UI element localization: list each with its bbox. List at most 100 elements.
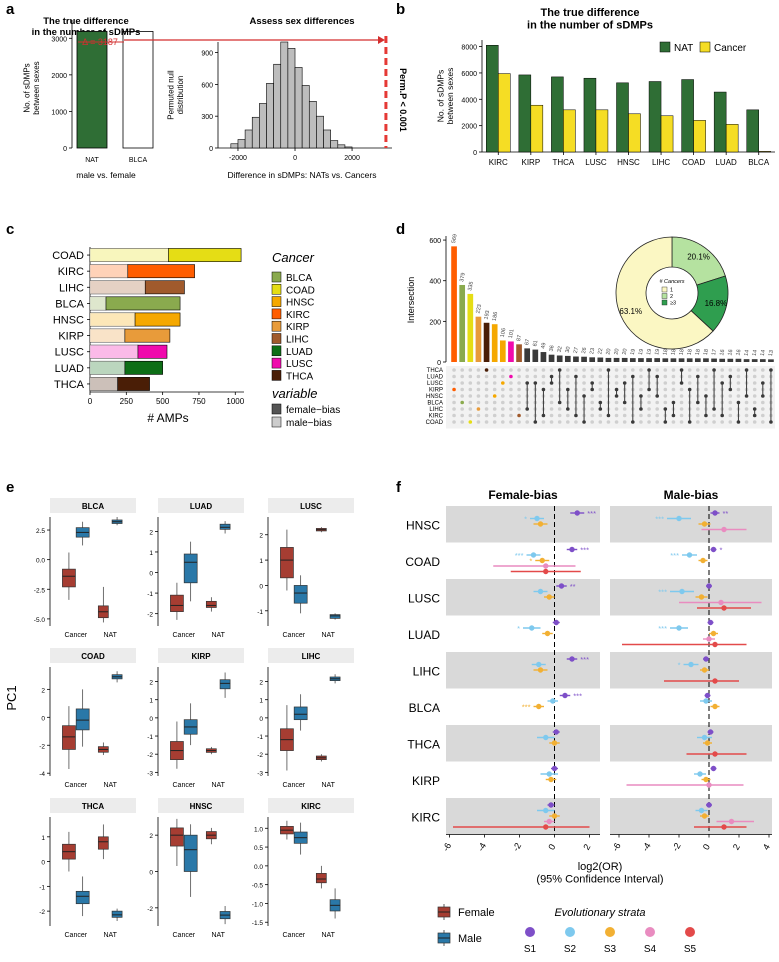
y-tick-label: -1: [147, 734, 153, 741]
matrix-dot: [549, 407, 554, 411]
panel-c-legend-title: Cancer: [272, 250, 315, 265]
matrix-dot: [549, 400, 554, 405]
matrix-dot: [752, 374, 757, 379]
pie-label: 16.8%: [705, 299, 728, 308]
pie-label: 63.1%: [619, 307, 642, 316]
significance-mark: ***: [658, 624, 667, 633]
bar-female-lihc: [144, 280, 185, 295]
matrix-dot: [476, 374, 481, 379]
intersection-bar: [589, 357, 596, 362]
matrix-dot: [509, 394, 513, 398]
hist-bin: [294, 67, 303, 149]
box: [219, 679, 231, 690]
y-tick-label: -2: [257, 752, 263, 759]
legend-swatch-kirp: [271, 320, 282, 332]
legend-male: Male: [458, 933, 482, 945]
bar-cancer-kirp: [530, 104, 544, 153]
facet-title: LUSC: [300, 502, 322, 511]
facet-title: HNSC: [190, 802, 213, 811]
y-tick-label: 2: [259, 533, 263, 540]
intersection-value: 67: [524, 339, 531, 346]
matrix-dot: [622, 368, 627, 372]
matrix-dot: [509, 368, 513, 372]
ci-point: [703, 656, 709, 662]
significance-mark: **: [570, 582, 576, 591]
matrix-dot: [460, 400, 464, 405]
x-tick-label: BLCA: [748, 158, 770, 167]
matrix-dot: [484, 413, 489, 418]
x-tick-label: NAT: [321, 782, 335, 789]
ci-point: [553, 619, 559, 626]
y-tick-label: 2: [41, 687, 45, 694]
facet-strip: [50, 798, 136, 813]
significance-mark: ***: [670, 551, 679, 560]
hist-bin: [308, 101, 317, 149]
x-tick-label: NAT: [103, 782, 117, 789]
matrix-dot: [557, 407, 562, 411]
strata-legend-title: Evolutionary strata: [554, 907, 645, 919]
matrix-dot: [549, 413, 554, 418]
box: [111, 910, 123, 918]
matrix-dot: [517, 387, 521, 392]
intersection-bar: [768, 359, 774, 362]
facet-strip: [268, 798, 354, 813]
facet-title: BLCA: [82, 502, 104, 511]
text-line: The true difference: [43, 16, 129, 27]
matrix-dot: [492, 407, 497, 411]
x-tick-label: NAT: [211, 782, 225, 789]
matrix-dot: [590, 420, 594, 424]
matrix-dot: [622, 420, 627, 424]
ci-point: [562, 692, 568, 699]
box: [170, 827, 184, 847]
matrix-dot: [533, 374, 538, 379]
set-label-kirp: KIRP: [429, 388, 443, 394]
set-label-blca: BLCA: [427, 401, 443, 407]
boxplot-thca: THCA 1 0 -1 -2 Cancer NAT: [39, 798, 136, 939]
y-tick-label: -2: [147, 906, 153, 913]
matrix-dot: [728, 394, 733, 398]
intersection-bar: [483, 322, 490, 362]
row-band: [610, 579, 772, 616]
set-label-lusc: LUSC: [427, 381, 444, 387]
matrix-dot: [631, 368, 635, 372]
facet-strip: [268, 648, 354, 663]
matrix-dot: [663, 368, 668, 372]
ci-point: [551, 765, 558, 772]
facet-strip: [50, 498, 136, 513]
intersection-value: 32: [557, 346, 564, 353]
panel-b-ylabel: No. of sDMPsbetween sexes: [435, 68, 455, 125]
matrix-dot: [452, 387, 456, 392]
box: [293, 706, 308, 721]
matrix-dot: [468, 413, 473, 418]
matrix-dot: [647, 420, 651, 424]
y-tick-label: -3: [147, 770, 153, 777]
intersection-bar: [759, 359, 766, 362]
matrix-dot: [476, 394, 481, 398]
intersection-value: 23: [589, 348, 596, 355]
matrix-dot: [663, 387, 668, 392]
panel-b: The true difference in the number of sDMP…: [435, 7, 775, 167]
x-tick-label: Cancer: [283, 932, 306, 939]
ci-point: [569, 656, 575, 662]
male-tint: [90, 296, 106, 310]
facet-title: THCA: [82, 802, 104, 811]
matrix-dot: [460, 381, 464, 385]
intersection-value: 101: [508, 329, 516, 339]
matrix-dot: [468, 420, 473, 424]
bar-female-kirp: [124, 328, 171, 343]
set-label-kirc: KIRC: [429, 414, 444, 420]
intersection-value: 18: [670, 349, 677, 356]
matrix-dot: [501, 381, 505, 385]
matrix-dot: [647, 413, 651, 418]
intersection-value: 61: [532, 340, 539, 347]
intersection-value: 106: [500, 328, 508, 338]
legend-swatch-lihc: [271, 333, 282, 344]
panel-f: HNSC COAD LUSC LUAD LIHC BLCA THCA KIRP KIRC Fema…: [405, 488, 772, 955]
intersection-bar: [491, 324, 498, 362]
panel-label-e: e: [6, 479, 14, 496]
hist-bin: [266, 83, 274, 149]
panel-d-ylabel: Intersection: [406, 277, 416, 324]
boxplot-kirc: KIRC 1.0 0.5 0.0 -0.5 -1.0 -1.5 Cancer NAT: [252, 798, 354, 939]
set-label-lihc: LIHC: [429, 407, 443, 413]
hist-bin: [230, 143, 239, 149]
